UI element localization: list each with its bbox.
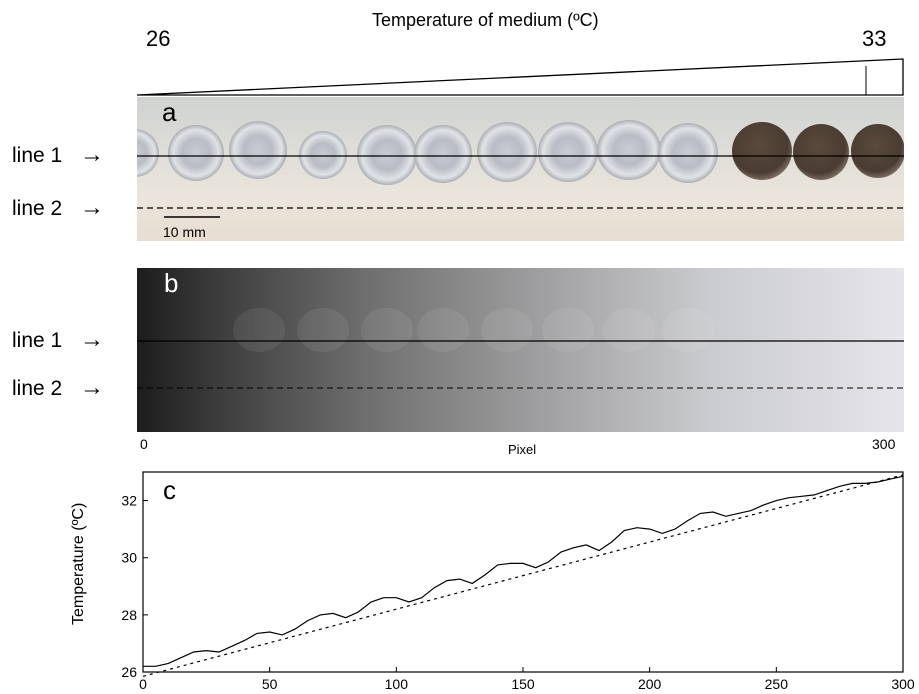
panel-b-thermal-image	[137, 268, 904, 432]
panel-b-letter: b	[164, 268, 179, 298]
panel-a-line2-arrow: →	[80, 194, 104, 221]
pixel-axis-start: 0	[140, 436, 148, 452]
x-tick-label: 200	[638, 676, 662, 692]
panel-c-letter: c	[163, 475, 176, 505]
x-tick-label: 0	[139, 676, 147, 692]
y-tick-label: 32	[121, 493, 137, 509]
linear-fit-line	[142, 474, 904, 677]
pixel-axis-label: Pixel	[508, 442, 537, 457]
plot-frame	[142, 471, 904, 673]
panel-b-line2-label: line 2	[12, 377, 63, 400]
temperature-wedge	[137, 58, 904, 96]
temperature-profile-line	[143, 475, 904, 667]
figure-title: Temperature of medium (ºC)	[372, 10, 599, 30]
x-tick-label: 50	[262, 676, 278, 692]
temperature-chart: 0 50 100 150 200 250 300 26 28 30 32 c	[121, 471, 915, 692]
y-tick-label: 28	[121, 607, 137, 623]
y-tick-label: 26	[121, 664, 137, 680]
panel-a-drops	[137, 120, 904, 218]
pixel-axis-end: 300	[872, 436, 896, 452]
temperature-max-label: 33	[862, 26, 887, 51]
panel-b-line1-arrow: →	[80, 326, 104, 353]
panel-a-letter: a	[162, 97, 177, 127]
panel-b-overlay	[137, 308, 904, 389]
panel-a-photo	[137, 97, 904, 241]
x-tick-label: 300	[891, 676, 915, 692]
y-tick-label: 30	[121, 550, 137, 566]
x-tick-label: 250	[765, 676, 789, 692]
panel-b-line1-label: line 1	[12, 329, 63, 352]
panel-a-line1-arrow: →	[80, 141, 104, 168]
panel-b-line2-arrow: →	[80, 374, 104, 401]
panel-a-line1-label: line 1	[12, 144, 63, 167]
x-tick-label: 100	[385, 676, 409, 692]
temperature-min-label: 26	[146, 26, 171, 51]
panel-a-line2-label: line 2	[12, 197, 63, 220]
scale-bar-label: 10 mm	[163, 224, 206, 240]
x-tick-label: 150	[511, 676, 535, 692]
